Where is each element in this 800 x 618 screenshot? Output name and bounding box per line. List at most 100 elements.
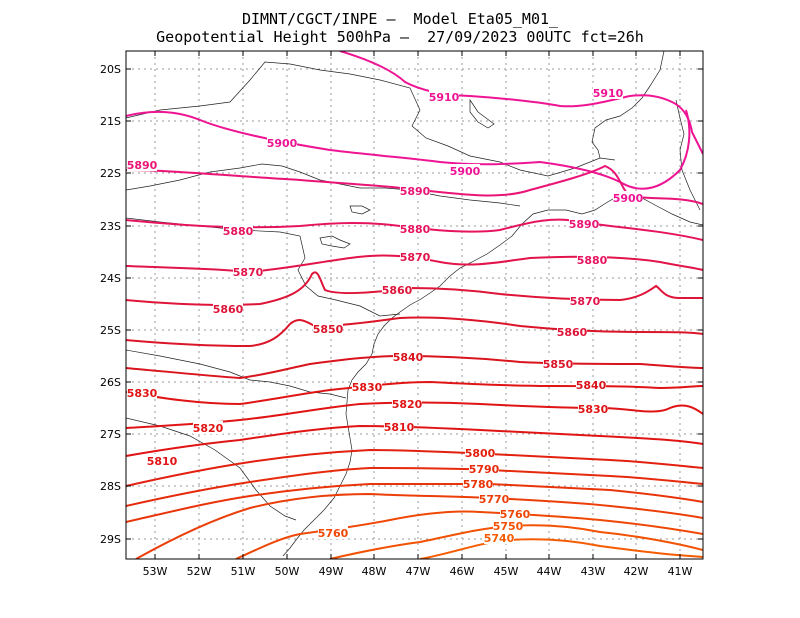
latitude-label: 24S	[100, 272, 121, 285]
state-border-pr-sc	[126, 349, 347, 399]
contour-label-5840: 5840	[576, 379, 607, 392]
contour-label-5880: 5880	[400, 223, 431, 236]
contour-label-bg	[463, 477, 493, 490]
contour-label-5760: 5760	[500, 508, 531, 521]
contour-label-5810: 5810	[384, 421, 415, 434]
contour-label-bg	[213, 302, 243, 315]
contour-label-5910: 5910	[593, 87, 624, 100]
contour-label-bg	[569, 217, 599, 230]
state-border-sc-rs	[126, 417, 297, 521]
contour-label-bg	[576, 378, 606, 391]
coastline	[282, 192, 703, 557]
contour-line-5850	[126, 316, 703, 348]
contour-label-bg	[233, 265, 263, 278]
contour-label-5890: 5890	[400, 185, 431, 198]
contour-label-5830: 5830	[578, 403, 609, 416]
contour-label-5860: 5860	[382, 284, 413, 297]
contour-label-bg	[557, 325, 587, 338]
longitude-label: 49W	[319, 565, 344, 578]
contour-label-5880: 5880	[223, 225, 254, 238]
longitude-label: 42W	[624, 565, 649, 578]
contour-label-5830: 5830	[352, 381, 383, 394]
contour-label-bg	[127, 386, 157, 399]
longitude-label: 45W	[494, 565, 519, 578]
contour-label-5800: 5800	[465, 447, 496, 460]
contour-line-5810	[126, 424, 703, 457]
contour-line-5760	[235, 510, 703, 559]
contour-label-bg	[400, 250, 430, 263]
latitude-label: 22S	[100, 167, 121, 180]
longitude-label: 48W	[362, 565, 387, 578]
contour-label-bg	[479, 492, 509, 505]
contour-label-bg	[384, 420, 414, 433]
map-title-line2: Geopotential Height 500hPa – 27/09/2023 …	[156, 28, 644, 46]
contour-label-bg	[193, 421, 223, 434]
contour-label-bg	[570, 294, 600, 307]
contour-label-5840: 5840	[393, 351, 424, 364]
contour-label-5880: 5880	[577, 254, 608, 267]
contour-label-5780: 5780	[463, 478, 494, 491]
contour-line-5860	[126, 271, 703, 306]
state-border-go-ms	[126, 163, 521, 207]
latitude-label: 21S	[100, 115, 121, 128]
latitude-label: 27S	[100, 428, 121, 441]
reservoir-outline-2	[349, 205, 371, 215]
contour-label-5860: 5860	[213, 303, 244, 316]
longitude-label: 47W	[406, 565, 431, 578]
reservoir-outline-3	[469, 98, 495, 129]
latitude-label: 29S	[100, 533, 121, 546]
coastline-borders	[126, 51, 703, 557]
contour-label-5870: 5870	[400, 251, 431, 264]
contour-label-5850: 5850	[543, 358, 574, 371]
contour-line-5790	[126, 466, 703, 507]
latitude-label: 28S	[100, 480, 121, 493]
contour-label-bg	[593, 86, 623, 99]
contour-label-bg	[500, 507, 530, 520]
contour-label-bg	[450, 164, 480, 177]
contour-label-bg	[543, 357, 573, 370]
contour-label-5830: 5830	[127, 387, 158, 400]
contour-label-bg	[382, 283, 412, 296]
contour-label-5750: 5750	[493, 520, 524, 533]
contour-line-5780	[126, 482, 703, 523]
contour-label-5870: 5870	[570, 295, 601, 308]
contour-line-5800	[126, 448, 703, 487]
contour-label-bg	[313, 322, 343, 335]
longitude-label: 46W	[450, 565, 475, 578]
contour-label-bg	[147, 454, 177, 467]
contour-label-5870: 5870	[233, 266, 264, 279]
contour-label-5900: 5900	[613, 192, 644, 205]
latitude-label: 20S	[100, 63, 121, 76]
contour-line-5820	[126, 401, 703, 429]
contour-label-5790: 5790	[469, 463, 500, 476]
contour-label-5740: 5740	[484, 532, 515, 545]
contour-label-bg	[393, 350, 423, 363]
contour-line-5910	[339, 51, 703, 155]
latitude-label: 25S	[100, 324, 121, 337]
longitude-label: 52W	[187, 565, 212, 578]
longitude-label: 41W	[668, 565, 693, 578]
contour-label-bg	[493, 519, 523, 532]
contour-lines	[126, 51, 703, 559]
longitude-label: 44W	[537, 565, 562, 578]
contour-label-5860: 5860	[557, 326, 588, 339]
contour-label-5890: 5890	[127, 159, 158, 172]
contour-label-5820: 5820	[392, 398, 423, 411]
contour-label-bg	[469, 462, 499, 475]
map-title-line1: DIMNT/CGCT/INPE – Model Eta05_M01_	[241, 10, 559, 28]
contour-label-bg	[318, 526, 348, 539]
latitude-labels: 20S 21S 22S 23S 24S 25S 26S 27S 28S 29S	[100, 63, 121, 546]
latitude-label: 23S	[100, 220, 121, 233]
longitude-label: 43W	[581, 565, 606, 578]
reservoir-outline	[319, 235, 351, 249]
contour-label-5900: 5900	[450, 165, 481, 178]
longitude-label: 51W	[231, 565, 256, 578]
contour-label-bg	[400, 222, 430, 235]
contour-label-5760: 5760	[318, 527, 349, 540]
contour-label-bg	[352, 380, 382, 393]
contour-label-bg	[577, 253, 607, 266]
contour-label-bg	[429, 90, 459, 103]
contour-label-5770: 5770	[479, 493, 510, 506]
contour-label-5910: 5910	[429, 91, 460, 104]
